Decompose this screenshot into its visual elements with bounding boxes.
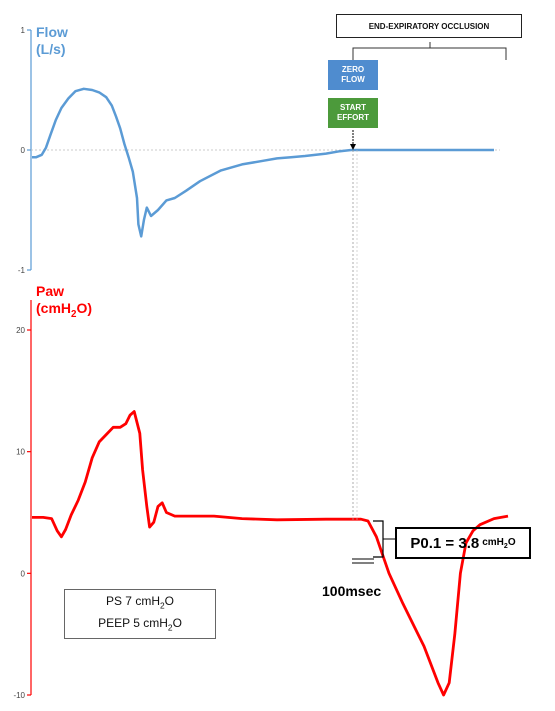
paw-panel: 20 10 0 -10: [13, 300, 509, 700]
y-tick-label: -10: [13, 691, 25, 700]
zero-flow-line1: ZERO: [341, 65, 365, 74]
p01-value-box: P0.1 = 3.8 cmH2O: [395, 527, 531, 559]
flow-y-ticks: 1 0 -1: [18, 26, 31, 275]
occlusion-label-box: END-EXPIRATORY OCCLUSION: [336, 14, 522, 38]
paw-panel-title: Paw (cmH2O): [36, 283, 93, 320]
y-tick-label: 20: [16, 326, 25, 335]
start-effort-line2: EFFORT: [337, 113, 369, 122]
paw-y-ticks: 20 10 0 -10: [13, 326, 31, 700]
y-tick-label: 0: [21, 569, 26, 578]
y-tick-label: 10: [16, 448, 25, 457]
ventilator-settings-box: PS 7 cmH2O PEEP 5 cmH2O: [64, 589, 216, 639]
start-effort-tag: START EFFORT: [328, 98, 378, 128]
ps-setting: PS 7 cmH2O: [105, 593, 175, 610]
msec-label: 100msec: [322, 583, 382, 599]
zero-flow-tag: ZERO FLOW: [328, 60, 378, 90]
p01-unit: cmH2O: [482, 536, 516, 550]
p01-value: P0.1 = 3.8: [410, 534, 480, 552]
start-effort-arrowhead: [350, 144, 356, 150]
occlusion-bracket: [352, 47, 507, 60]
flow-panel: 1 0 -1: [18, 26, 500, 275]
flow-panel-title: Flow (L/s): [36, 24, 68, 57]
y-tick-label: -1: [18, 266, 26, 275]
start-effort-line1: START: [339, 103, 367, 112]
zero-flow-line2: FLOW: [341, 75, 365, 84]
flow-series-line: [32, 87, 494, 238]
y-tick-label: 0: [21, 146, 26, 155]
paw-series-line: [32, 410, 509, 697]
occlusion-label: END-EXPIRATORY OCCLUSION: [368, 21, 490, 31]
y-tick-label: 1: [21, 26, 26, 35]
peep-setting: PEEP 5 cmH2O: [98, 616, 182, 633]
